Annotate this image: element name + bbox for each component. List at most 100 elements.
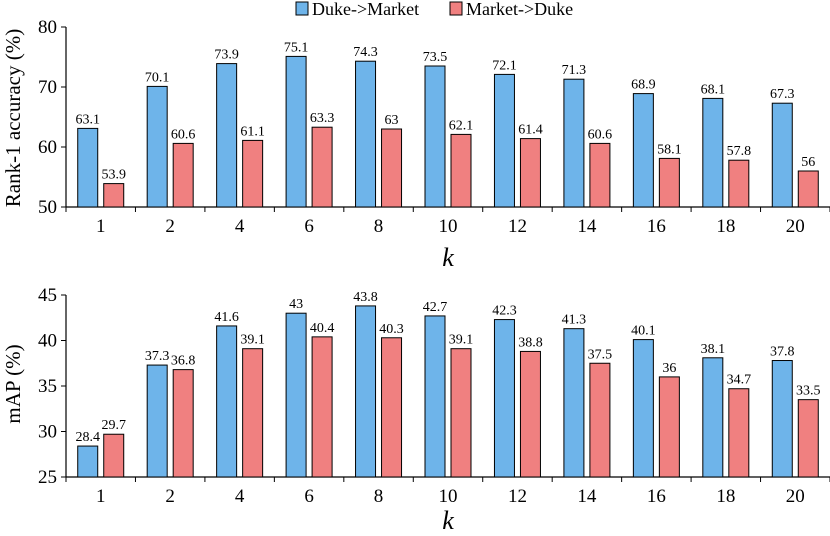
rank1-x-tick-label: 8 <box>374 216 384 237</box>
rank1-data-label: 62.1 <box>449 118 474 133</box>
rank1-bar-duke-market <box>424 65 446 208</box>
rank1-bar-market-duke <box>589 142 611 208</box>
map-data-label: 34.7 <box>727 373 752 388</box>
map-x-tick-label: 4 <box>235 486 245 507</box>
rank1-bar-duke-market <box>771 102 793 208</box>
rank1-x-tick-label: 2 <box>165 216 175 237</box>
rank1-data-label: 63.1 <box>75 112 100 127</box>
rank1-data-label: 71.3 <box>562 63 587 78</box>
rank1-x-tick-label: 18 <box>716 216 735 237</box>
rank1-y-tick-label: 60 <box>38 137 57 158</box>
rank1-y-tick-label: 80 <box>38 17 57 38</box>
rank1-x-tick-label: 4 <box>235 216 245 237</box>
map-chart: mAP (%) k 25 30 35 40 45 1 28.429.7 2 37.3 36.8 4 4… <box>1 285 830 535</box>
map-x-tick-label: 10 <box>439 486 458 507</box>
rank1-y-tick-label: 70 <box>38 77 57 98</box>
rank1-x-tick-label: 10 <box>439 216 458 237</box>
map-data-label: 41.3 <box>562 313 587 328</box>
rank1-bar-duke-market <box>702 97 724 208</box>
rank1-x-tick-label: 6 <box>304 216 314 237</box>
rank1-bar-market-duke <box>311 126 333 208</box>
map-x-tick-label: 12 <box>508 486 527 507</box>
rank1-x-tick-label: 12 <box>508 216 527 237</box>
rank1-bar-market-duke <box>242 139 264 208</box>
rank1-data-label: 73.9 <box>214 48 239 63</box>
rank1-bar-market-duke <box>103 183 125 208</box>
map-bar-market-duke <box>172 369 194 478</box>
map-bar-duke-market <box>632 339 654 478</box>
map-bar-market-duke <box>381 337 403 478</box>
rank1-data-label: 63 <box>385 113 399 128</box>
map-bar-market-duke <box>519 350 541 478</box>
map-data-label: 43.8 <box>353 290 378 305</box>
map-x-tick-label: 14 <box>577 486 597 507</box>
map-y-axis-label: mAP (%) <box>1 344 25 423</box>
rank1-y-tick-label: 50 <box>38 197 57 218</box>
rank1-data-label: 73.5 <box>423 50 448 65</box>
map-bar-duke-market <box>285 312 307 478</box>
map-data-label: 38.1 <box>701 342 726 357</box>
rank1-bar-duke-market <box>563 78 585 208</box>
rank1-bar-duke-market <box>285 55 307 208</box>
rank1-bar-duke-market <box>493 73 515 208</box>
map-bar-market-duke <box>103 433 125 478</box>
legend: Duke->Market Market->Duke <box>295 0 573 19</box>
map-data-label: 41.6 <box>214 310 239 325</box>
map-y-tick-label: 35 <box>38 376 57 397</box>
map-data-label: 39.1 <box>240 333 265 348</box>
map-x-tick-label: 16 <box>647 486 666 507</box>
map-x-tick-label: 18 <box>716 486 735 507</box>
rank1-data-label: 58.1 <box>657 142 682 157</box>
legend-swatch-market-duke <box>449 1 463 16</box>
rank1-bar-market-duke <box>658 157 680 208</box>
map-data-label: 39.1 <box>449 333 474 348</box>
map-bar-duke-market <box>702 357 724 478</box>
rank1-data-label: 56 <box>801 155 815 170</box>
rank1-data-label: 60.6 <box>171 127 196 142</box>
map-data-label: 42.7 <box>423 300 448 315</box>
map-x-tick-label: 6 <box>304 486 314 507</box>
rank1-bar-market-duke <box>797 170 819 208</box>
legend-label-market-duke: Market->Duke <box>466 0 573 19</box>
rank1-data-label: 74.3 <box>353 45 378 60</box>
map-bar-market-duke <box>242 348 264 478</box>
map-bar-duke-market <box>563 328 585 478</box>
map-data-label: 40.3 <box>379 322 404 337</box>
rank1-data-label: 68.1 <box>701 82 726 97</box>
map-x-tick-label: 20 <box>786 486 805 507</box>
map-data-label: 36 <box>662 361 676 376</box>
rank1-data-label: 57.8 <box>727 144 752 159</box>
map-x-tick-label: 1 <box>96 486 106 507</box>
rank1-bar-duke-market <box>632 93 654 208</box>
map-data-label: 33.5 <box>796 384 821 399</box>
rank1-data-label: 53.9 <box>101 168 126 183</box>
rank1-x-tick-label: 16 <box>647 216 666 237</box>
map-bar-market-duke <box>311 336 333 478</box>
map-bar-duke-market <box>493 319 515 478</box>
rank1-bar-market-duke <box>519 138 541 208</box>
map-x-tick-label: 2 <box>165 486 175 507</box>
rank1-bar-duke-market <box>355 60 377 208</box>
map-data-label: 37.3 <box>145 349 170 364</box>
rank1-data-label: 72.1 <box>492 58 517 73</box>
rank1-bar-market-duke <box>728 159 750 208</box>
map-bar-market-duke <box>797 399 819 478</box>
map-bar-duke-market <box>216 325 238 478</box>
map-bar-market-duke <box>658 376 680 478</box>
map-data-label: 37.8 <box>770 345 795 360</box>
map-data-label: 29.7 <box>101 418 126 433</box>
map-data-label: 28.4 <box>75 430 100 445</box>
rank1-data-label: 70.1 <box>145 70 170 85</box>
rank1-y-axis-label: Rank-1 accuracy (%) <box>1 29 25 207</box>
map-y-tick-label: 40 <box>38 331 57 352</box>
map-bar-market-duke <box>728 388 750 478</box>
rank1-bar-duke-market <box>146 85 168 208</box>
map-bar-market-duke <box>589 362 611 478</box>
map-bar-duke-market <box>355 305 377 478</box>
legend-swatch-duke-market <box>295 1 309 16</box>
rank1-data-label: 60.6 <box>588 127 613 142</box>
map-data-label: 42.3 <box>492 304 517 319</box>
rank1-data-label: 61.1 <box>240 124 265 139</box>
map-bar-duke-market <box>77 445 99 478</box>
rank1-bar-duke-market <box>216 63 238 208</box>
